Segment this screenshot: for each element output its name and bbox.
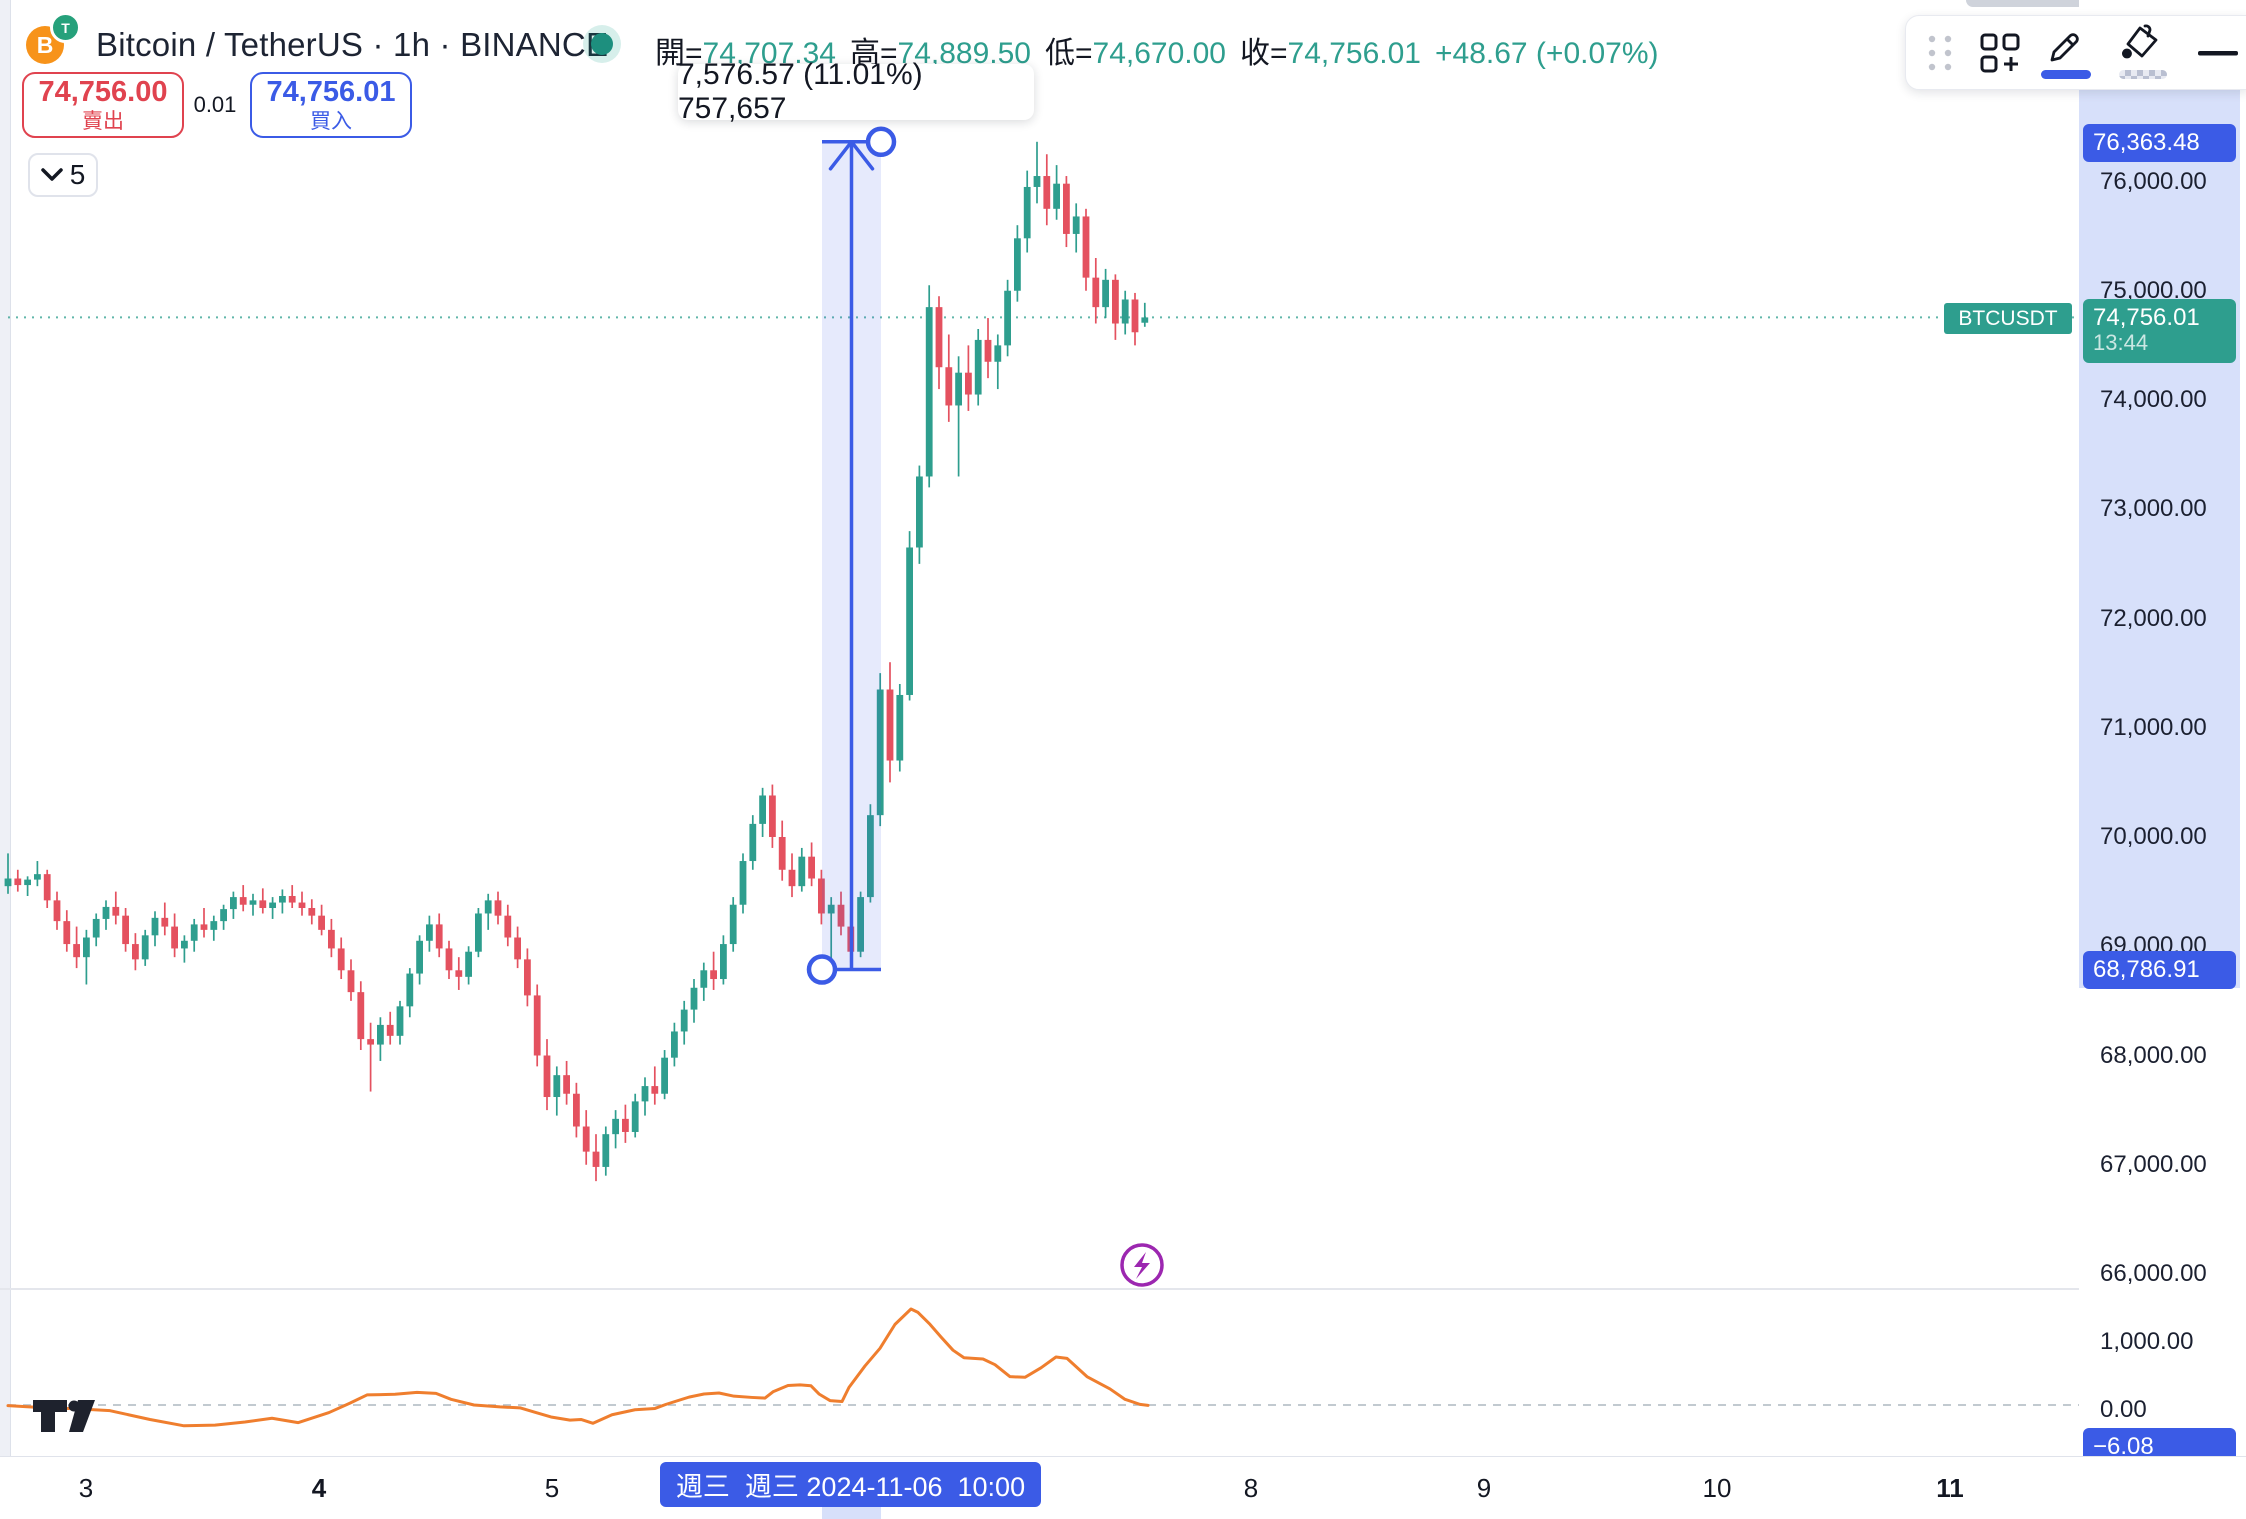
line-color-button[interactable] <box>2034 16 2098 89</box>
drawing-toolbar <box>1905 15 2246 90</box>
pane-divider[interactable] <box>0 1288 2079 1290</box>
toolbar-drag-handle[interactable] <box>1914 16 1966 89</box>
price-tick-label: 71,000.00 <box>2100 713 2207 741</box>
buy-label: 買入 <box>310 109 352 133</box>
measure-handle-top[interactable] <box>865 126 897 158</box>
symbol-title[interactable]: Bitcoin / TetherUS · 1h · BINANCE <box>96 26 609 63</box>
current-price-badge: 74,756.01 13:44 <box>2083 299 2236 363</box>
candles-countdown-chip[interactable]: 5 <box>28 153 98 197</box>
current-price-value: 74,756.01 <box>2093 304 2200 331</box>
measure-handle-bottom[interactable] <box>806 954 838 985</box>
price-tick-label: 68,000.00 <box>2100 1041 2207 1069</box>
price-tick-label: 74,000.00 <box>2100 386 2207 413</box>
buy-price: 74,756.01 <box>266 76 396 109</box>
price-tick-label: 72,000.00 <box>2100 604 2207 632</box>
time-axis[interactable]: 3 4 5 8 9 10 11 週三 週三 2024-11-06 10:00 <box>0 1456 2246 1519</box>
add-to-layout-button[interactable] <box>1972 16 2028 89</box>
fill-color-swatch[interactable] <box>2119 70 2167 79</box>
sell-label: 賣出 <box>82 109 124 133</box>
time-tick-label: 11 <box>1936 1473 1964 1503</box>
pencil-icon <box>2050 32 2079 61</box>
price-scale[interactable]: 76,000.00 75,000.00 74,000.00 73,000.00 72,0… <box>2079 0 2246 1466</box>
indicator-line <box>6 1307 1150 1428</box>
spread-value: 0.01 <box>193 92 237 117</box>
sell-button[interactable]: 74,756.00 賣出 <box>22 72 184 138</box>
drag-dots-icon <box>1928 35 1952 70</box>
layout-squares-plus-icon <box>1980 33 2020 72</box>
measure-time-badge: 週三 週三 2024-11-06 10:00 <box>660 1462 1041 1507</box>
time-tick-label: 4 <box>311 1473 327 1503</box>
price-scale-selection-highlight <box>2079 86 2240 988</box>
event-lightning-icon[interactable] <box>1120 1243 1164 1287</box>
price-tick-label: 66,000.00 <box>2100 1260 2207 1287</box>
close-value: 74,756.01 <box>1287 37 1421 70</box>
minus-line-icon <box>2198 50 2238 55</box>
price-tick-label: 70,000.00 <box>2100 823 2207 850</box>
line-width-button[interactable] <box>2190 16 2246 89</box>
paint-bucket-icon <box>2122 24 2158 58</box>
measure-low-badge: 68,786.91 <box>2083 951 2236 989</box>
change-value: +48.67 (+0.07%) <box>1435 37 1659 70</box>
fill-color-button[interactable] <box>2110 16 2174 89</box>
measure-tooltip: 7,576.57 (11.01%) 757,657 <box>678 58 1034 125</box>
market-status-dot[interactable] <box>591 33 613 55</box>
sell-price: 74,756.00 <box>38 76 168 109</box>
tradingview-logo[interactable] <box>31 1394 97 1436</box>
line-color-swatch[interactable] <box>2041 70 2091 79</box>
low-label: 低= <box>1045 37 1093 70</box>
chevron-down-icon <box>40 168 63 181</box>
price-tick-label: 67,000.00 <box>2100 1150 2207 1178</box>
time-tick-label: 10 <box>1702 1473 1732 1503</box>
price-tick-label: 1,000.00 <box>2100 1328 2194 1355</box>
measure-high-badge: 76,363.48 <box>2083 124 2236 162</box>
ohlc-row: 開=74,707.34 高=74,889.50 低=74,670.00 收=74,75… <box>655 28 1659 72</box>
time-tick-label: 5 <box>544 1473 560 1503</box>
buy-button[interactable]: 74,756.01 買入 <box>250 72 412 138</box>
time-tick-label: 9 <box>1476 1473 1492 1503</box>
chip-value: 5 <box>69 159 86 190</box>
left-panel-edge <box>0 0 11 1518</box>
time-tick-label: 8 <box>1243 1473 1259 1503</box>
price-tick-label: 76,000.00 <box>2100 167 2207 195</box>
bar-countdown: 13:44 <box>2093 330 2149 355</box>
price-tick-label: 73,000.00 <box>2100 495 2207 523</box>
time-tick-label: 3 <box>78 1473 94 1503</box>
price-line-symbol-tag: BTCUSDT <box>1944 303 2072 334</box>
low-value: 74,670.00 <box>1092 37 1226 70</box>
time-axis-selection-highlight <box>822 1507 881 1519</box>
symbol-logo: B T <box>26 12 81 64</box>
close-label: 收= <box>1240 37 1288 70</box>
price-tick-label: 0.00 <box>2100 1396 2147 1423</box>
tether-icon: T <box>50 12 81 43</box>
